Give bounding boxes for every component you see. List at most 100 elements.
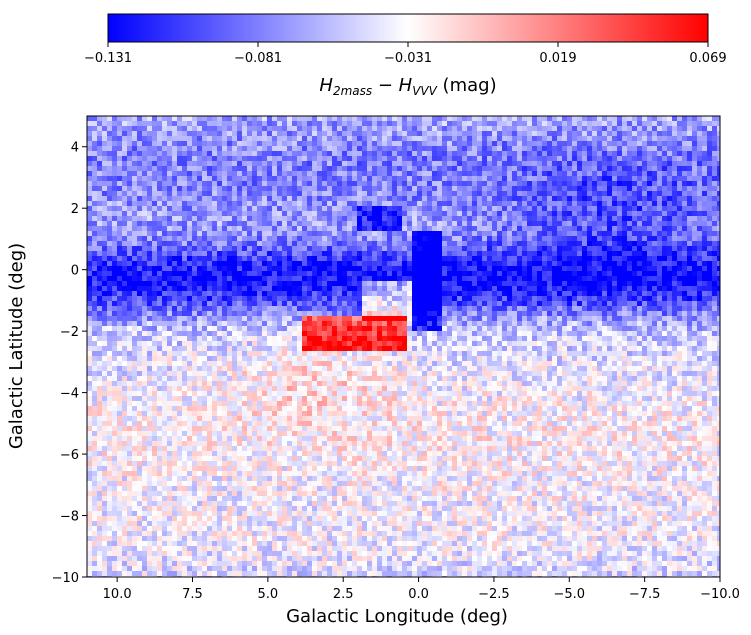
heatmap-cell — [447, 166, 453, 172]
heatmap-cell — [507, 186, 513, 192]
heatmap-cell — [452, 251, 458, 257]
heatmap-cell — [437, 306, 443, 312]
heatmap-cell — [352, 291, 358, 297]
heatmap-cell — [92, 281, 98, 287]
heatmap-cell — [627, 266, 633, 272]
heatmap-cell — [567, 196, 573, 202]
heatmap-cell — [707, 271, 713, 277]
heatmap-cell — [277, 241, 283, 247]
heatmap-cell — [207, 161, 213, 167]
heatmap-cell — [612, 146, 618, 152]
heatmap-cell — [377, 156, 383, 162]
heatmap-cell — [647, 236, 653, 242]
heatmap-cell — [317, 276, 323, 282]
heatmap-cell — [607, 281, 613, 287]
heatmap-cell — [612, 161, 618, 167]
heatmap-cell — [477, 241, 483, 247]
heatmap-cell — [187, 251, 193, 257]
heatmap-cell — [127, 121, 133, 127]
heatmap-cell — [382, 121, 388, 127]
heatmap-cell — [637, 131, 643, 137]
heatmap-cell — [312, 211, 318, 217]
heatmap-cell — [282, 176, 288, 182]
heatmap-cell — [452, 291, 458, 297]
heatmap-cell — [622, 221, 628, 227]
heatmap-cell — [142, 201, 148, 207]
heatmap-cell — [352, 241, 358, 247]
heatmap-cell — [392, 301, 398, 307]
heatmap-cell — [637, 146, 643, 152]
heatmap-cell — [462, 136, 468, 142]
heatmap-cell — [342, 241, 348, 247]
heatmap-cell — [637, 246, 643, 252]
heatmap-cell — [592, 206, 598, 212]
heatmap-cell — [677, 141, 683, 147]
heatmap-cell — [287, 116, 293, 122]
heatmap-cell — [557, 151, 563, 157]
heatmap-cell — [227, 136, 233, 142]
heatmap-cell — [592, 256, 598, 262]
heatmap-cell — [392, 271, 398, 277]
heatmap-cell — [447, 221, 453, 227]
heatmap-cell — [107, 251, 113, 257]
heatmap-cell — [677, 226, 683, 232]
heatmap-cell — [442, 226, 448, 232]
heatmap-cell — [552, 151, 558, 157]
heatmap-cell — [187, 221, 193, 227]
heatmap-cell — [492, 241, 498, 247]
heatmap-cell — [112, 166, 118, 172]
heatmap-cell — [692, 176, 698, 182]
heatmap-cell — [392, 136, 398, 142]
heatmap-cell — [217, 246, 223, 252]
heatmap-cell — [657, 286, 663, 292]
heatmap-cell — [347, 171, 353, 177]
heatmap-cell — [192, 251, 198, 257]
heatmap-cell — [422, 261, 428, 267]
heatmap-cell — [447, 186, 453, 192]
heatmap-cell — [587, 196, 593, 202]
heatmap-cell — [667, 181, 673, 187]
heatmap-cell — [467, 116, 473, 122]
heatmap-cell — [642, 246, 648, 252]
heatmap-cell — [632, 251, 638, 257]
heatmap-cell — [212, 166, 218, 172]
heatmap-cell — [92, 116, 98, 122]
heatmap-cell — [432, 221, 438, 227]
heatmap-cell — [417, 271, 423, 277]
heatmap-cell — [657, 251, 663, 257]
heatmap-cell — [97, 156, 103, 162]
heatmap-cell — [177, 171, 183, 177]
heatmap-cell — [222, 216, 228, 222]
heatmap-cell — [522, 116, 528, 122]
heatmap-cell — [587, 296, 593, 302]
heatmap-cell — [147, 141, 153, 147]
heatmap-cell — [352, 301, 358, 307]
heatmap-cell — [162, 216, 168, 222]
heatmap-cell — [137, 276, 143, 282]
heatmap-cell — [102, 306, 108, 312]
heatmap-cell — [247, 211, 253, 217]
heatmap-cell — [267, 286, 273, 292]
heatmap-cell — [657, 246, 663, 252]
heatmap-cell — [702, 146, 708, 152]
heatmap-cell — [387, 251, 393, 257]
heatmap-cell — [547, 286, 553, 292]
heatmap-cell — [612, 236, 618, 242]
heatmap-cell — [332, 246, 338, 252]
heatmap-cell — [327, 221, 333, 227]
heatmap-cell — [347, 266, 353, 272]
heatmap-cell — [432, 296, 438, 302]
heatmap-cell — [467, 211, 473, 217]
heatmap-cell — [547, 256, 553, 262]
heatmap-cell — [252, 286, 258, 292]
heatmap-cell — [452, 121, 458, 127]
heatmap-cell — [277, 156, 283, 162]
heatmap-cell — [672, 256, 678, 262]
heatmap-cell — [587, 281, 593, 287]
heatmap-cell — [422, 286, 428, 292]
heatmap-cell — [252, 296, 258, 302]
heatmap-cell — [212, 266, 218, 272]
heatmap-cell — [652, 156, 658, 162]
heatmap-cell — [262, 266, 268, 272]
heatmap-cell — [642, 141, 648, 147]
